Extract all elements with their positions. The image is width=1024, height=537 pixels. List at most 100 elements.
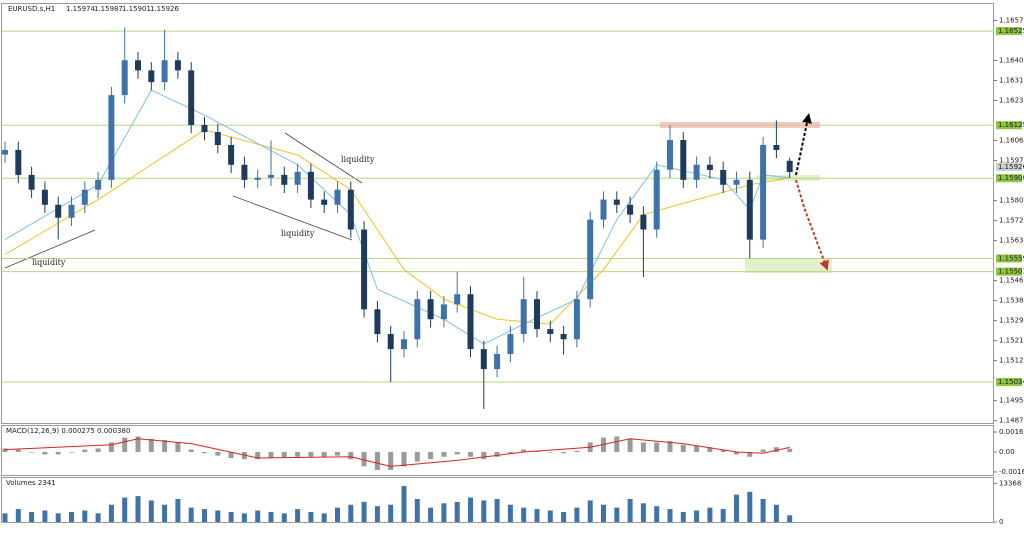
- last-high: 1.15987: [94, 5, 123, 13]
- macd-bar: [547, 451, 553, 453]
- volume-bar: [321, 513, 327, 522]
- level-label: 1.15900: [998, 174, 1024, 182]
- macd-bar: [614, 436, 620, 452]
- macd-bar: [255, 451, 261, 460]
- candle-body: [454, 294, 461, 305]
- y-tick-label: -0.001664: [999, 468, 1024, 476]
- volume-bar: [614, 507, 620, 522]
- macd-bar: [148, 438, 154, 452]
- volume-bar: [561, 511, 567, 522]
- volume-bar: [428, 507, 434, 522]
- macd-bar: [734, 451, 739, 455]
- macd-bar: [175, 442, 181, 452]
- macd-bar: [401, 451, 407, 467]
- candle-body: [294, 171, 301, 185]
- candle-body: [214, 132, 221, 146]
- macd-bar: [521, 449, 527, 452]
- macd-bar: [654, 442, 660, 452]
- candle-body: [534, 299, 540, 330]
- candle-body: [786, 160, 793, 173]
- candle-body: [121, 60, 128, 96]
- volume-bar: [135, 496, 141, 522]
- volume-bar: [773, 504, 779, 522]
- candle-body: [600, 199, 607, 220]
- volume-bar: [707, 507, 713, 522]
- macd-bar: [215, 451, 221, 456]
- volume-bar: [747, 491, 753, 522]
- candle-body: [440, 304, 447, 320]
- macd-bar: [667, 441, 673, 452]
- macd-bar: [454, 451, 460, 455]
- candle-body: [507, 334, 514, 355]
- candle-body: [95, 179, 102, 190]
- macd-bar: [720, 449, 726, 452]
- macd-bar: [82, 449, 88, 452]
- candle-body: [174, 60, 181, 71]
- candle-body: [81, 189, 88, 205]
- candle-body: [414, 299, 421, 340]
- price-label-box: [996, 163, 1022, 172]
- candle-body: [587, 219, 594, 300]
- macd-bar: [95, 448, 101, 452]
- candle-body: [693, 164, 700, 180]
- candle-body: [254, 177, 261, 180]
- macd-bar: [321, 451, 327, 457]
- macd-bar: [268, 451, 274, 458]
- y-tick-label: 13368: [999, 480, 1021, 488]
- level-label: 1.15559: [998, 254, 1024, 262]
- candle-body: [653, 169, 660, 230]
- y-tick-label: 1.16230: [999, 97, 1024, 105]
- target-zone: [745, 259, 832, 273]
- volume-title: Volumes 2341: [6, 479, 56, 487]
- volume-bar: [268, 511, 274, 522]
- volume-bar: [694, 510, 700, 522]
- volume-bar: [241, 513, 247, 522]
- volume-bar: [162, 504, 168, 522]
- candle-body: [520, 299, 527, 335]
- last-close: 1.15926: [150, 5, 179, 13]
- candle-body: [347, 189, 354, 230]
- macd-bar: [162, 440, 168, 452]
- candle-body: [268, 174, 274, 178]
- macd-bar: [108, 442, 114, 452]
- volume-bar: [601, 504, 606, 522]
- volume-bar: [654, 506, 660, 522]
- annotation: liquidity: [32, 258, 66, 267]
- candle-body: [667, 140, 673, 170]
- macd-bar: [122, 437, 128, 452]
- macd-bar: [747, 451, 753, 457]
- candle-body: [281, 174, 288, 185]
- level-label: 1.15503: [998, 268, 1024, 276]
- macd-signal: [4, 438, 790, 467]
- trendline: [232, 195, 353, 241]
- volume-panel: [1, 477, 994, 523]
- current-price: 1.15926: [998, 163, 1024, 171]
- volume-bar: [175, 498, 181, 522]
- macd-bar: [694, 446, 700, 452]
- candle-body: [680, 140, 687, 180]
- candle-body: [188, 70, 195, 125]
- candle-body: [68, 204, 75, 218]
- candle-body: [387, 334, 394, 350]
- level-label-box: [996, 267, 1022, 276]
- annotation: liquidity: [281, 229, 315, 238]
- level-label-box: [996, 27, 1022, 36]
- volume-bar: [388, 504, 394, 522]
- macd-bar: [281, 451, 287, 458]
- y-tick-label: 1.15720: [999, 217, 1024, 225]
- y-tick-label: 1.15380: [999, 297, 1024, 305]
- macd-bar: [188, 449, 194, 452]
- volume-bar: [640, 503, 646, 522]
- candle-body: [760, 145, 767, 240]
- candle-body: [733, 179, 740, 185]
- volume-bar: [255, 510, 261, 522]
- y-tick-label: 0: [999, 518, 1003, 526]
- candle-body: [41, 189, 48, 205]
- volume-bar: [215, 510, 221, 522]
- y-tick-label: 1.16570: [999, 16, 1024, 24]
- candle-body: [15, 149, 22, 175]
- candle-body: [746, 179, 753, 240]
- candle-body: [148, 70, 155, 83]
- last-low: 1.15901: [122, 5, 151, 13]
